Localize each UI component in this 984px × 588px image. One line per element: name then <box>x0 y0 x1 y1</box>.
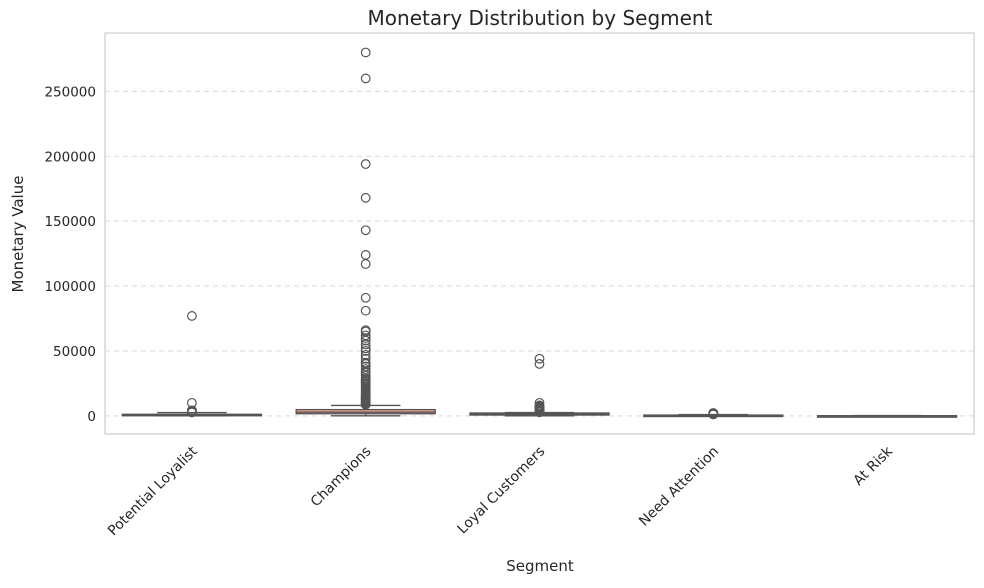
y-tick-label: 50000 <box>53 344 96 360</box>
outlier-point <box>360 339 371 350</box>
outlier-point <box>360 73 371 84</box>
outlier-point <box>360 250 371 260</box>
outlier-point <box>360 225 371 236</box>
y-tick-label: 150000 <box>44 214 96 230</box>
outlier-point <box>360 292 371 303</box>
outlier-point <box>360 259 371 269</box>
outlier-point <box>360 346 371 356</box>
outlier-point <box>360 192 371 203</box>
x-tick-label: Potential Loyalist <box>105 443 201 539</box>
outlier-point <box>360 343 371 354</box>
chart-title: Monetary Distribution by Segment <box>368 6 713 30</box>
y-tick-label: 0 <box>87 409 96 425</box>
x-tick-label: Need Attention <box>636 444 722 530</box>
x-axis-label: Segment <box>506 557 574 575</box>
y-axis-label: Monetary Value <box>9 176 27 293</box>
outlier-point <box>186 407 197 418</box>
outlier-point <box>360 305 371 316</box>
x-tick-label: At Risk <box>850 443 896 489</box>
outlier-point <box>360 159 371 169</box>
outlier-point <box>360 353 371 364</box>
plot-frame <box>104 32 975 435</box>
outlier-point <box>534 359 545 369</box>
outlier-point <box>360 399 371 410</box>
x-tick-label: Loyal Customers <box>455 444 549 538</box>
y-tick-label: 200000 <box>44 149 96 165</box>
outlier-point <box>186 311 197 321</box>
y-tick-label: 250000 <box>44 84 96 100</box>
y-tick-label: 100000 <box>44 279 96 295</box>
outlier-point <box>534 353 545 364</box>
outlier-point <box>708 409 719 420</box>
outlier-point <box>534 407 545 418</box>
x-tick-label: Champions <box>308 444 375 511</box>
outlier-point <box>360 335 371 346</box>
outlier-point <box>360 47 371 58</box>
outlier-point <box>360 333 371 343</box>
plot-area: 0 50000 100000 150000 200000 250000 Potential … <box>44 32 975 539</box>
